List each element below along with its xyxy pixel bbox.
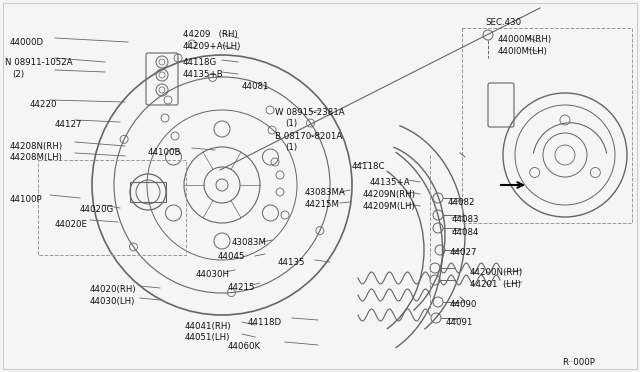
- Text: 44030H: 44030H: [196, 270, 230, 279]
- Text: 44091: 44091: [446, 318, 474, 327]
- Text: 44020E: 44020E: [55, 220, 88, 229]
- Text: 44020(RH): 44020(RH): [90, 285, 136, 294]
- Text: B 08170-8201A: B 08170-8201A: [275, 132, 342, 141]
- Text: 44135+B: 44135+B: [183, 70, 224, 79]
- Text: 44209M(LH): 44209M(LH): [363, 202, 416, 211]
- Text: (2): (2): [12, 70, 24, 79]
- Text: 44027: 44027: [450, 248, 477, 257]
- Text: 44100P: 44100P: [10, 195, 43, 204]
- Text: 43083MA: 43083MA: [305, 188, 346, 197]
- Bar: [462, 28, 632, 223]
- Text: 44209   (RH): 44209 (RH): [183, 30, 237, 39]
- Text: 44090: 44090: [450, 300, 477, 309]
- Text: 44045: 44045: [218, 252, 246, 261]
- Text: 44215M: 44215M: [305, 200, 340, 209]
- Text: SEC.430: SEC.430: [485, 18, 521, 27]
- Text: 44020G: 44020G: [80, 205, 115, 214]
- Bar: [38, 160, 186, 255]
- Text: 44082: 44082: [448, 198, 476, 207]
- Text: 44000M(RH): 44000M(RH): [498, 35, 552, 44]
- Text: 44041(RH): 44041(RH): [185, 322, 232, 331]
- Text: 44201  (LH): 44201 (LH): [470, 280, 521, 289]
- Text: 44118C: 44118C: [352, 162, 385, 171]
- Text: 44209N(RH): 44209N(RH): [363, 190, 416, 199]
- Bar: [130, 182, 166, 202]
- Text: 44208N(RH): 44208N(RH): [10, 142, 63, 151]
- Text: 44030(LH): 44030(LH): [90, 297, 136, 306]
- Text: (1): (1): [285, 119, 297, 128]
- Text: R··000P: R··000P: [562, 358, 595, 367]
- Text: 44135+A: 44135+A: [370, 178, 411, 187]
- Text: 44209+A(LH): 44209+A(LH): [183, 42, 241, 51]
- Text: 43083M: 43083M: [232, 238, 267, 247]
- Text: 44135: 44135: [278, 258, 305, 267]
- Text: W 08915-2381A: W 08915-2381A: [275, 108, 344, 117]
- Text: 44118D: 44118D: [248, 318, 282, 327]
- Text: 44118G: 44118G: [183, 58, 217, 67]
- Text: 44100B: 44100B: [148, 148, 182, 157]
- Text: 44060K: 44060K: [228, 342, 261, 351]
- Text: (1): (1): [285, 143, 297, 152]
- Text: 44084: 44084: [452, 228, 479, 237]
- Text: 44220: 44220: [30, 100, 58, 109]
- Text: 44051(LH): 44051(LH): [185, 333, 230, 342]
- Text: 44200N(RH): 44200N(RH): [470, 268, 523, 277]
- Text: 44081: 44081: [242, 82, 269, 91]
- Text: 44215: 44215: [228, 283, 255, 292]
- Text: 44000D: 44000D: [10, 38, 44, 47]
- Text: 44127: 44127: [55, 120, 83, 129]
- Text: 44083: 44083: [452, 215, 479, 224]
- Text: 44208M(LH): 44208M(LH): [10, 153, 63, 162]
- Text: N 08911-1052A: N 08911-1052A: [5, 58, 72, 67]
- Text: 440I0M(LH): 440I0M(LH): [498, 47, 548, 56]
